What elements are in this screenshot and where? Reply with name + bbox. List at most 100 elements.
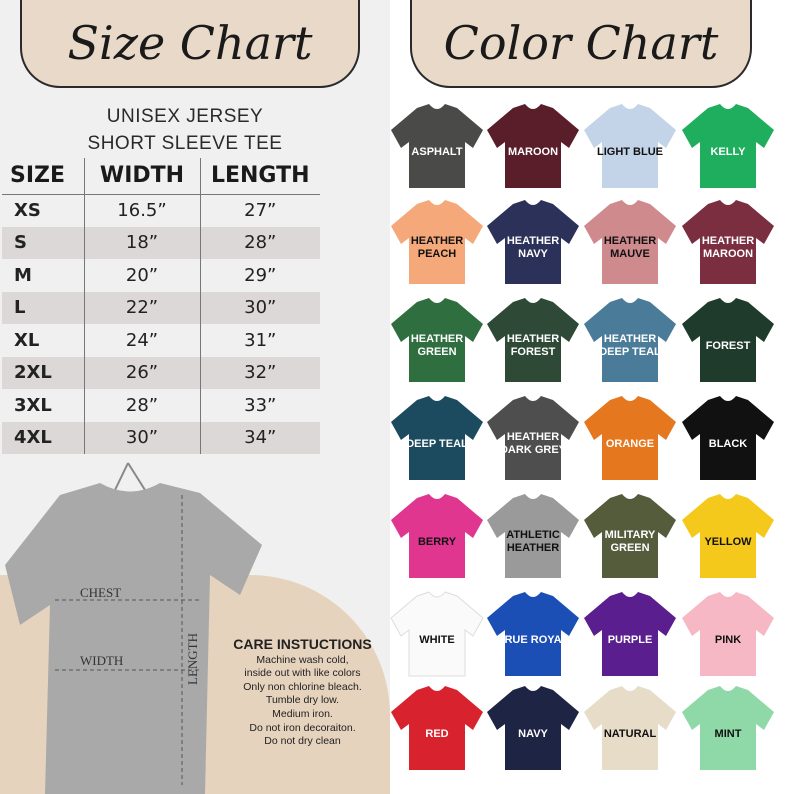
tshirt-icon	[391, 494, 483, 578]
color-swatch: WHITE	[387, 588, 487, 680]
width-cell: 28”	[83, 389, 200, 422]
tshirt-icon	[682, 200, 774, 284]
subtitle-line-2: SHORT SLEEVE TEE	[87, 133, 283, 154]
color-name: LIGHT BLUE	[597, 145, 663, 158]
color-swatch: ASPHALT	[387, 100, 487, 192]
width-cell: 16.5”	[83, 194, 200, 227]
tshirt-icon	[682, 298, 774, 382]
tshirt-icon	[584, 396, 676, 480]
care-line: Medium iron.	[272, 707, 333, 720]
size-table: SIZE WIDTH LENGTH XS 16.5” 27” S 18” 28” M 20” 2…	[2, 158, 320, 454]
color-swatch: TRUE ROYAL	[483, 588, 583, 680]
color-swatch: KELLY	[678, 100, 778, 192]
care-line: Only non chlorine bleach.	[243, 680, 362, 693]
size-cell: XL	[14, 329, 40, 351]
color-name: PURPLE	[607, 633, 653, 646]
color-name: BERRY	[417, 535, 457, 548]
length-cell: 33”	[199, 389, 320, 422]
tshirt-icon	[682, 396, 774, 480]
chest-label: CHEST	[80, 585, 121, 600]
tshirt-icon	[682, 104, 774, 188]
color-swatch: LIGHT BLUE	[580, 100, 680, 192]
size-row: 4XL 30” 34”	[2, 421, 320, 454]
color-swatch: MAROON	[483, 100, 583, 192]
color-name: HEATHER GREEN	[410, 333, 464, 358]
care-instructions: CARE INSTUCTIONS Machine wash cold, insid…	[215, 636, 390, 749]
tshirt-icon	[487, 494, 579, 578]
color-name: HEATHER NAVY	[506, 235, 560, 260]
subtitle-line-1: UNISEX JERSEY	[106, 106, 264, 127]
color-swatch: HEATHER PEACH	[387, 196, 487, 288]
tshirt-icon	[487, 200, 579, 284]
width-cell: 24”	[83, 324, 200, 357]
color-swatch: HEATHER GREEN	[387, 294, 487, 386]
tshirt-icon	[682, 686, 774, 770]
size-cell: 4XL	[2, 421, 84, 454]
tshirt-icon	[682, 494, 774, 578]
color-swatch: MINT	[678, 682, 778, 774]
color-swatch: ORANGE	[580, 392, 680, 484]
tshirt-icon	[487, 298, 579, 382]
color-swatch: HEATHER MAROON	[678, 196, 778, 288]
length-cell: 32”	[199, 356, 320, 389]
color-chart-title: Color Chart	[410, 0, 752, 88]
color-swatch: BERRY	[387, 490, 487, 582]
width-label: WIDTH	[80, 653, 123, 668]
tshirt-icon	[584, 592, 676, 676]
color-name: HEATHER DEEP TEAL	[599, 333, 661, 358]
tshirt-icon	[391, 200, 483, 284]
size-cell: XS	[14, 200, 41, 221]
length-cell: 30”	[199, 291, 320, 324]
color-name: ATHLETIC HEATHER	[506, 529, 560, 554]
color-name: WHITE	[419, 633, 455, 646]
tshirt-icon	[682, 592, 774, 676]
color-name: BLACK	[708, 437, 748, 450]
care-title: CARE INSTUCTIONS	[233, 636, 372, 652]
tshirt-icon	[584, 104, 676, 188]
tshirt-icon	[391, 396, 483, 480]
color-name: HEATHER FOREST	[506, 333, 560, 358]
color-name: HEATHER PEACH	[410, 235, 464, 260]
tshirt-icon	[390, 591, 484, 677]
tshirt-icon	[487, 686, 579, 770]
size-cell: 3XL	[14, 394, 52, 416]
length-label: LENGTH	[185, 633, 200, 685]
color-swatch: PURPLE	[580, 588, 680, 680]
length-cell: 27”	[199, 194, 320, 227]
width-cell: 20”	[83, 259, 200, 292]
care-line: inside out with like colors	[244, 667, 361, 680]
color-swatch: DEEP TEAL	[387, 392, 487, 484]
color-swatch: PINK	[678, 588, 778, 680]
width-cell: 30”	[83, 421, 200, 454]
color-name: RED	[425, 727, 449, 740]
tshirt-icon	[584, 298, 676, 382]
color-name: DEEP TEAL	[406, 437, 468, 450]
color-swatch: BLACK	[678, 392, 778, 484]
color-swatch: FOREST	[678, 294, 778, 386]
color-name: PINK	[714, 633, 742, 646]
tshirt-icon	[391, 298, 483, 382]
tshirt-icon	[584, 494, 676, 578]
color-swatch: YELLOW	[678, 490, 778, 582]
care-line: Machine wash cold,	[256, 653, 349, 666]
size-row: XS 16.5” 27”	[2, 194, 320, 227]
color-name: NATURAL	[603, 727, 657, 740]
color-name: ASPHALT	[411, 145, 463, 158]
size-row: M 20” 29”	[2, 259, 320, 292]
care-line: Tumble dry low.	[265, 694, 340, 707]
color-name: HEATHER MAROON	[701, 235, 755, 260]
color-swatch: HEATHER NAVY	[483, 196, 583, 288]
tshirt-icon	[584, 686, 676, 770]
care-line: Do not iron decoraiton.	[249, 721, 356, 734]
width-cell: 26”	[83, 356, 200, 389]
color-name: KELLY	[710, 145, 746, 158]
tshirt-icon	[391, 104, 483, 188]
length-cell: 31”	[199, 324, 320, 357]
tshirt-icon	[487, 592, 579, 676]
color-swatch: ATHLETIC HEATHER	[483, 490, 583, 582]
color-name: NAVY	[518, 727, 548, 740]
header-width: WIDTH	[83, 158, 200, 195]
length-cell: 28”	[199, 226, 320, 259]
width-cell: 22”	[83, 291, 200, 324]
length-cell: 34”	[199, 421, 320, 454]
